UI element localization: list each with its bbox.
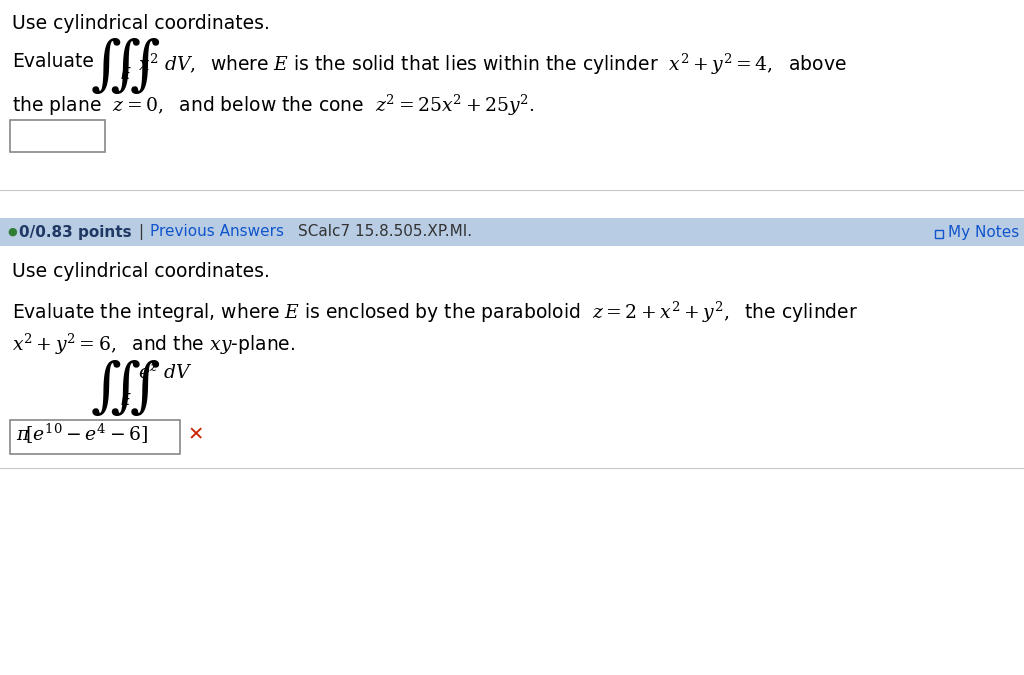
Text: $e^z\ dV$: $e^z\ dV$ — [138, 363, 193, 382]
Text: $x^2\ dV,$: $x^2\ dV,$ — [138, 52, 196, 76]
Text: Use cylindrical coordinates.: Use cylindrical coordinates. — [12, 262, 270, 281]
Text: Evaluate the integral, where $E$ is enclosed by the paraboloid  $z = 2 + x^2 + y: Evaluate the integral, where $E$ is encl… — [12, 300, 858, 325]
Text: Evaluate: Evaluate — [12, 52, 94, 71]
Text: 0/0.83 points: 0/0.83 points — [19, 225, 132, 240]
Text: My Notes: My Notes — [948, 225, 1019, 240]
Bar — [0, 218, 1024, 246]
Text: |: | — [138, 224, 143, 240]
Text: Previous Answers: Previous Answers — [150, 225, 284, 240]
Text: $\!\!E$: $\!\!E$ — [121, 392, 132, 408]
Text: $\pi\!\left[e^{10} - e^{4} - 6\right]$: $\pi\!\left[e^{10} - e^{4} - 6\right]$ — [16, 422, 148, 446]
Text: $\!\!E$: $\!\!E$ — [121, 66, 132, 82]
Text: $\iiint$: $\iiint$ — [90, 358, 160, 418]
Text: $\iiint$: $\iiint$ — [90, 36, 160, 96]
Bar — [10, 120, 105, 152]
Text: $x^2 + y^2 = 6,$  and the $xy$-plane.: $x^2 + y^2 = 6,$ and the $xy$-plane. — [12, 332, 295, 357]
Text: ●: ● — [7, 227, 16, 237]
Text: ✕: ✕ — [188, 425, 205, 444]
Text: SCalc7 15.8.505.XP.MI.: SCalc7 15.8.505.XP.MI. — [298, 225, 472, 240]
Text: the plane  $z = 0,$  and below the cone  $z^2 = 25x^2 + 25y^2.$: the plane $z = 0,$ and below the cone $z… — [12, 93, 535, 118]
Bar — [935, 230, 943, 238]
Text: where $E$ is the solid that lies within the cylinder  $x^2 + y^2 = 4,$  above: where $E$ is the solid that lies within … — [210, 52, 847, 77]
Text: Use cylindrical coordinates.: Use cylindrical coordinates. — [12, 14, 270, 33]
Bar — [10, 420, 180, 454]
